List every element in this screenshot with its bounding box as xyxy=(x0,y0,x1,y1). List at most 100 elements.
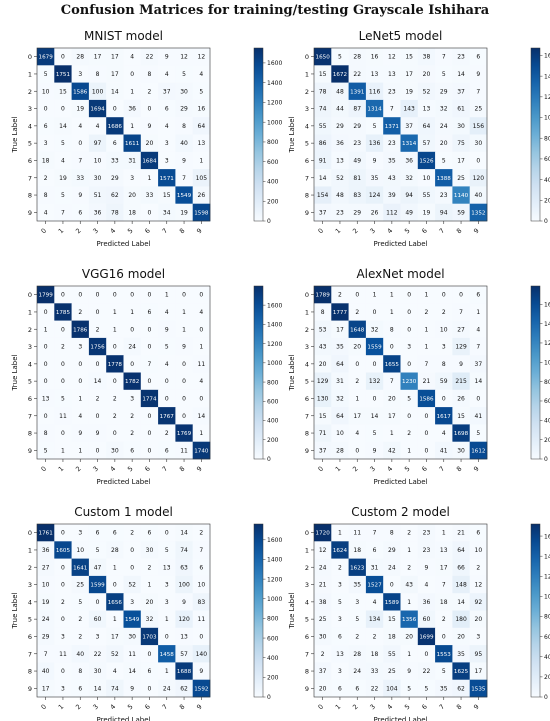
cell-value-label: 1 xyxy=(165,668,169,675)
cell-value-label: 1391 xyxy=(350,89,365,95)
y-tick-label: 7 xyxy=(28,650,32,658)
heatmap-cell xyxy=(400,320,419,339)
cell-value-label: 26 xyxy=(371,209,379,216)
heatmap-cell xyxy=(37,48,55,66)
cell-value-label: 3 xyxy=(165,140,169,147)
cell-value-label: 8 xyxy=(442,361,446,368)
heatmap-cell xyxy=(435,337,453,356)
heatmap-cell xyxy=(348,82,367,101)
cell-value-label: 2 xyxy=(78,309,82,316)
cell-value-label: 0 xyxy=(182,413,186,420)
heatmap-cell xyxy=(331,610,349,629)
cell-value-label: 1 xyxy=(338,530,342,537)
heatmap-cell xyxy=(175,48,193,66)
heatmap-cell xyxy=(106,424,124,442)
x-tick-label: 2 xyxy=(74,465,83,474)
cell-value-label: 2 xyxy=(407,430,411,437)
y-tick-label: 4 xyxy=(28,360,32,368)
heatmap-cell xyxy=(192,575,211,594)
cell-value-label: 14 xyxy=(59,123,67,130)
heatmap-cell xyxy=(331,151,349,170)
heatmap-cell xyxy=(192,389,211,408)
cell-value-label: 215 xyxy=(455,378,467,385)
cell-value-label: 25 xyxy=(475,106,483,113)
cell-value-label: 40 xyxy=(42,668,50,675)
cell-value-label: 3 xyxy=(78,530,82,537)
heatmap-cell xyxy=(192,541,211,559)
heatmap-cell xyxy=(400,355,419,373)
heatmap-cell xyxy=(175,558,193,577)
heatmap-cell xyxy=(158,524,176,542)
heatmap-cell xyxy=(192,134,211,153)
cell-value-label: 5 xyxy=(407,395,411,402)
colorbar-tick-label: 600 xyxy=(544,156,550,163)
heatmap-cell xyxy=(331,541,349,559)
cell-value-label: 1789 xyxy=(316,293,331,299)
y-tick-label: 5 xyxy=(28,378,32,386)
heatmap-cell xyxy=(140,645,159,663)
x-tick-label: 3 xyxy=(91,703,100,712)
cell-value-label: 0 xyxy=(44,413,48,420)
cell-value-label: 11 xyxy=(198,361,206,368)
cell-value-label: 4 xyxy=(113,668,117,675)
cell-value-label: 0 xyxy=(182,361,186,368)
heatmap-cell xyxy=(452,82,470,101)
cell-value-label: 0 xyxy=(425,430,429,437)
cell-value-label: 9 xyxy=(130,685,134,692)
cell-value-label: 0 xyxy=(130,292,134,299)
cell-value-label: 6 xyxy=(113,140,117,147)
cell-value-label: 25 xyxy=(319,616,327,623)
cell-value-label: 32 xyxy=(146,616,154,623)
cell-value-label: 0 xyxy=(390,582,394,589)
cell-value-label: 2 xyxy=(476,564,480,571)
heatmap-cell xyxy=(314,627,332,646)
cell-value-label: 53 xyxy=(319,326,327,333)
cell-value-label: 1799 xyxy=(39,293,54,299)
cell-value-label: 9 xyxy=(96,430,100,437)
heatmap-cell xyxy=(37,575,55,594)
cell-value-label: 1 xyxy=(390,292,394,299)
heatmap-cell xyxy=(158,82,176,101)
heatmap-cell xyxy=(383,424,401,442)
heatmap-cell xyxy=(123,99,142,118)
heatmap-cell xyxy=(383,541,401,559)
heatmap-cell xyxy=(348,65,367,83)
cell-value-label: 0 xyxy=(148,209,152,216)
cell-value-label: 18 xyxy=(353,547,361,554)
cell-value-label: 14 xyxy=(371,413,379,420)
y-tick-label: 7 xyxy=(305,650,309,658)
cell-value-label: 2 xyxy=(442,616,446,623)
cell-value-label: 11 xyxy=(59,651,67,658)
cell-value-label: 64 xyxy=(336,361,344,368)
cell-value-label: 13 xyxy=(180,633,188,640)
x-tick-label: 6 xyxy=(143,703,152,712)
heatmap-cell xyxy=(37,424,55,442)
cell-value-label: 32 xyxy=(405,175,413,182)
cell-value-label: 8 xyxy=(321,309,325,316)
cell-value-label: 0 xyxy=(199,633,203,640)
cell-value-label: 5 xyxy=(61,395,65,402)
cell-value-label: 1 xyxy=(130,123,134,130)
heatmap-cell xyxy=(383,134,401,153)
heatmap-cell xyxy=(140,134,159,153)
heatmap-cell xyxy=(71,593,90,611)
y-tick-label: 3 xyxy=(305,105,309,113)
cell-value-label: 4 xyxy=(130,54,134,61)
heatmap-cell xyxy=(383,575,401,594)
heatmap-cell xyxy=(175,441,193,460)
y-tick-label: 0 xyxy=(305,53,309,61)
cell-value-label: 120 xyxy=(178,616,190,623)
cell-value-label: 0 xyxy=(148,651,152,658)
cell-value-label: 1140 xyxy=(454,193,469,199)
cell-value-label: 30 xyxy=(457,447,465,454)
y-tick-label: 2 xyxy=(28,88,32,96)
colorbar-tick-label: 800 xyxy=(544,135,550,142)
cell-value-label: 9 xyxy=(165,54,169,61)
cell-value-label: 20 xyxy=(353,344,361,351)
matrix-frame xyxy=(36,285,211,460)
heatmap-cell xyxy=(54,169,72,187)
cell-value-label: 5 xyxy=(96,547,100,554)
cell-value-label: 74 xyxy=(319,106,327,113)
x-tick-label: 7 xyxy=(161,703,170,712)
cell-value-label: 37 xyxy=(319,668,327,675)
